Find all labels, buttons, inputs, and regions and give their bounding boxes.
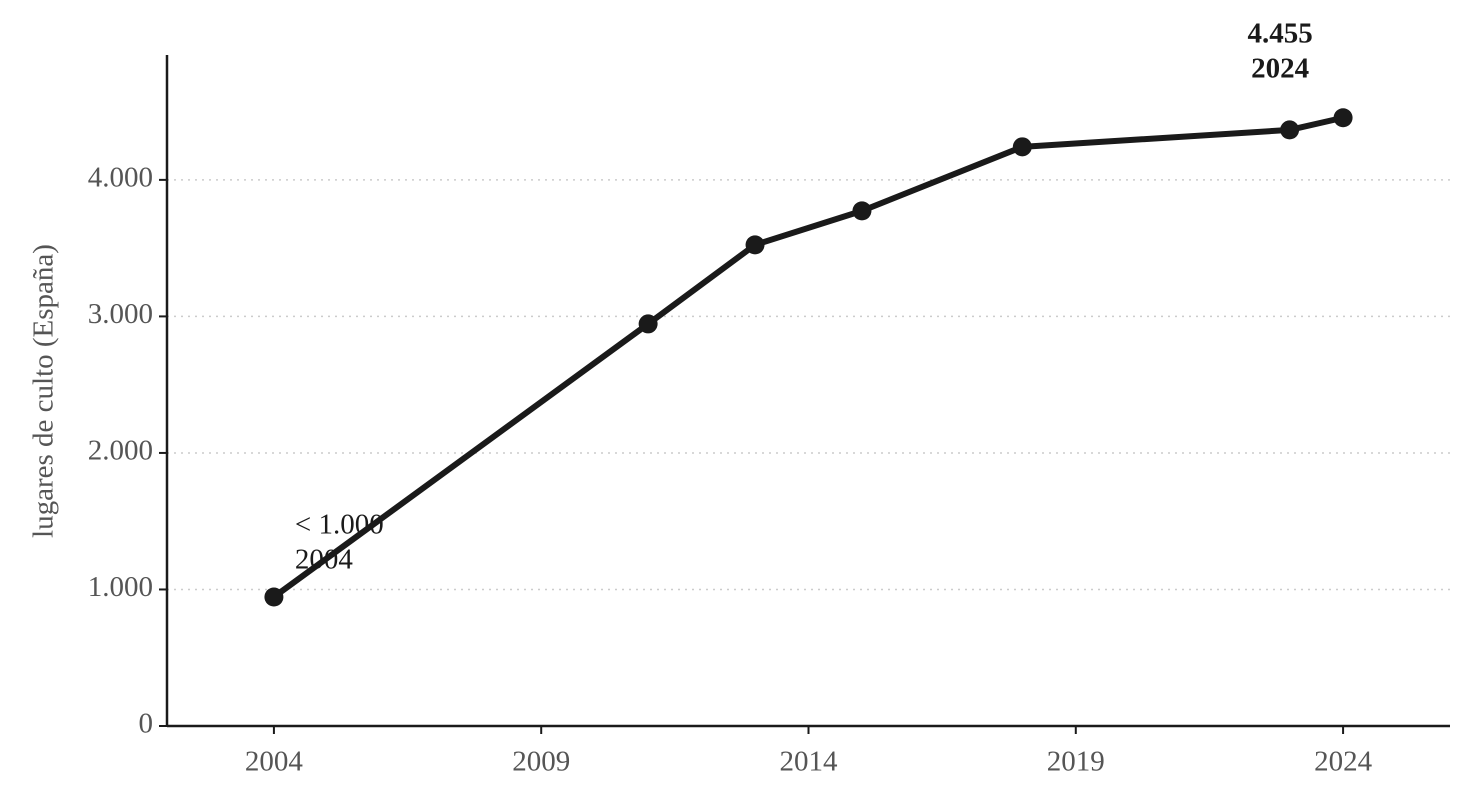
x-tick-label: 2024 (1314, 746, 1373, 778)
x-tick-label: 2014 (780, 746, 839, 778)
annotation: 2024 (1251, 53, 1309, 85)
y-tick-label: 4.000 (88, 162, 153, 194)
x-tick-label: 2019 (1047, 746, 1105, 778)
annotation: < 1.000 (295, 509, 384, 541)
x-tick-label: 2009 (512, 746, 570, 778)
data-point (638, 314, 658, 334)
data-point (852, 201, 872, 221)
annotation: 4.455 (1247, 18, 1312, 50)
y-axis-label: lugares de culto (España) (28, 244, 60, 538)
annotation: 2004 (295, 544, 354, 576)
data-point (1333, 108, 1353, 128)
y-tick-label: 3.000 (88, 298, 153, 330)
data-point (745, 235, 765, 255)
y-tick-label: 0 (139, 708, 154, 740)
data-point (264, 587, 284, 607)
data-point (1012, 137, 1032, 157)
data-point (1280, 120, 1300, 140)
y-tick-label: 2.000 (88, 435, 153, 467)
data-line (272, 114, 1344, 600)
x-tick-label: 2004 (245, 746, 304, 778)
y-tick-label: 1.000 (88, 571, 153, 603)
